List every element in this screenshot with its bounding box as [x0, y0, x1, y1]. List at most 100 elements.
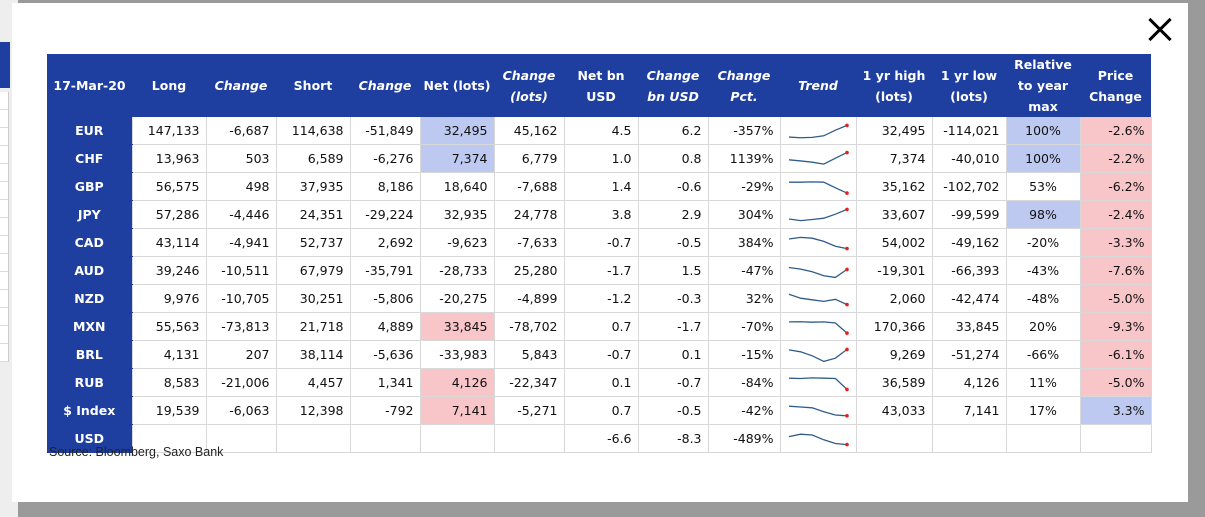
image-lightbox: 17-Mar-20 Long Change Short Change Net (lots)…: [12, 3, 1188, 502]
cell-change: 207: [205, 340, 276, 369]
cell-low: 7,141: [931, 396, 1006, 425]
cell-change-short: -35,791: [349, 256, 420, 285]
cell-change-usd: -0.6: [637, 172, 708, 201]
cell-low: -49,162: [931, 228, 1006, 257]
cell-short: 52,737: [275, 228, 350, 257]
cell-net: 4,126: [419, 368, 494, 397]
sparkline-end-marker: [845, 442, 849, 446]
table-row: $ Index 19,539 -6,063 12,398 -792 7,141 -5,271…: [47, 396, 1152, 425]
cell-change: -73,813: [205, 312, 276, 341]
cell-change-usd: -0.5: [637, 396, 708, 425]
sparkline-end-marker: [845, 150, 849, 154]
sparkline-end-marker: [845, 302, 849, 306]
cell-change-lots: -22,347: [493, 368, 564, 397]
cell-change-usd: 0.1: [637, 340, 708, 369]
cell-change-lots: 5,843: [493, 340, 564, 369]
row-label: GBP: [47, 172, 132, 201]
table-row: MXN 55,563 -73,813 21,718 4,889 33,845 -78,702…: [47, 312, 1152, 341]
cell-long: 147,133: [131, 117, 206, 145]
cell-price: -2.2%: [1079, 144, 1152, 173]
table-row: AUD 39,246 -10,511 67,979 -35,791 -28,733 25,2…: [47, 256, 1152, 285]
cell-long: 57,286: [131, 200, 206, 229]
sparkline-end-marker: [845, 330, 849, 335]
trend-cell: [779, 200, 856, 229]
table-row: RUB 8,583 -21,006 4,457 1,341 4,126 -22,347 0.1…: [47, 368, 1152, 397]
source-note: Source: Bloomberg, Saxo Bank: [49, 445, 224, 459]
cell-high: 35,162: [855, 172, 932, 201]
cell-net-usd: -6.6: [563, 424, 638, 453]
cell-net: 7,374: [419, 144, 494, 173]
cell-change-short: 8,186: [349, 172, 420, 201]
sparkline-end-marker: [845, 413, 849, 418]
cell-net-usd: 0.7: [563, 312, 638, 341]
cell-change-short: [349, 424, 420, 453]
cell-change-pct: -47%: [707, 256, 780, 285]
cell-change-short: -792: [349, 396, 420, 425]
cell-change: -10,705: [205, 284, 276, 313]
cell-long: 9,976: [131, 284, 206, 313]
cell-net-usd: 1.0: [563, 144, 638, 173]
column-header: 17-Mar-20: [47, 54, 132, 117]
cell-rel: 11%: [1005, 368, 1080, 397]
cell-price: -7.6%: [1079, 256, 1152, 285]
sparkline-path: [788, 266, 848, 278]
sparkline-path: [788, 124, 848, 138]
column-header: Change: [206, 54, 276, 117]
cell-short: 6,589: [275, 144, 350, 173]
cell-change-pct: -29%: [707, 172, 780, 201]
cell-short: 21,718: [275, 312, 350, 341]
cell-net-usd: -0.7: [563, 228, 638, 257]
row-label: CHF: [47, 144, 132, 173]
cell-short: [275, 424, 350, 453]
trend-sparkline: [788, 207, 849, 221]
cell-price: -6.2%: [1079, 172, 1152, 201]
column-header: Change bn USD: [638, 54, 708, 117]
cell-change: -4,941: [205, 228, 276, 257]
cell-change-lots: 45,162: [493, 117, 564, 145]
cell-low: -102,702: [931, 172, 1006, 201]
cell-rel: 100%: [1005, 144, 1080, 173]
cell-long: [131, 424, 206, 453]
cell-low: [931, 424, 1006, 453]
cell-short: 114,638: [275, 117, 350, 145]
cell-high: 170,366: [855, 312, 932, 341]
cell-high: 32,495: [855, 117, 932, 145]
row-label: CAD: [47, 228, 132, 257]
sparkline-path: [788, 376, 848, 390]
trend-sparkline: [788, 266, 849, 278]
cell-net: -33,983: [419, 340, 494, 369]
cell-low: -99,599: [931, 200, 1006, 229]
column-header: Relative to year max: [1006, 54, 1080, 117]
cell-change-pct: -84%: [707, 368, 780, 397]
sparkline-end-marker: [845, 387, 849, 391]
cell-net-usd: 0.1: [563, 368, 638, 397]
cell-change-lots: 24,778: [493, 200, 564, 229]
cell-short: 67,979: [275, 256, 350, 285]
trend-cell: [779, 284, 856, 313]
cell-long: 43,114: [131, 228, 206, 257]
cell-change-short: -5,636: [349, 340, 420, 369]
trend-cell: [779, 117, 856, 145]
cell-price: [1079, 424, 1152, 453]
column-header: Long: [132, 54, 206, 117]
cell-high: 43,033: [855, 396, 932, 425]
trend-sparkline: [789, 180, 849, 195]
cell-change: [205, 424, 276, 453]
column-header: Change: [350, 54, 420, 117]
row-label: JPY: [47, 200, 132, 229]
trend-cell: [779, 368, 856, 397]
cell-change-usd: -1.7: [637, 312, 708, 341]
cell-net: 32,935: [419, 200, 494, 229]
cell-net-usd: 4.5: [563, 117, 638, 145]
cell-short: 12,398: [275, 396, 350, 425]
cell-rel: -48%: [1005, 284, 1080, 313]
cell-change: -6,687: [205, 117, 276, 145]
cell-change-pct: 32%: [707, 284, 780, 313]
cell-low: -42,474: [931, 284, 1006, 313]
sparkline-path: [788, 236, 848, 249]
table-row: CHF 13,963 503 6,589 -6,276 7,374 6,779 1.0 0.8 1…: [47, 144, 1152, 173]
cell-net-usd: 0.7: [563, 396, 638, 425]
cell-change: -10,511: [205, 256, 276, 285]
cell-long: 19,539: [131, 396, 206, 425]
close-icon[interactable]: [1143, 13, 1177, 47]
